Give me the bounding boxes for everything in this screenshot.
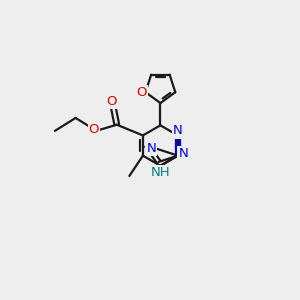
Text: N: N xyxy=(173,124,183,137)
Text: O: O xyxy=(137,86,147,99)
Text: O: O xyxy=(106,95,116,108)
Text: N: N xyxy=(178,147,188,160)
Text: NH: NH xyxy=(151,166,170,179)
Text: O: O xyxy=(89,123,99,136)
Text: N: N xyxy=(146,142,156,155)
